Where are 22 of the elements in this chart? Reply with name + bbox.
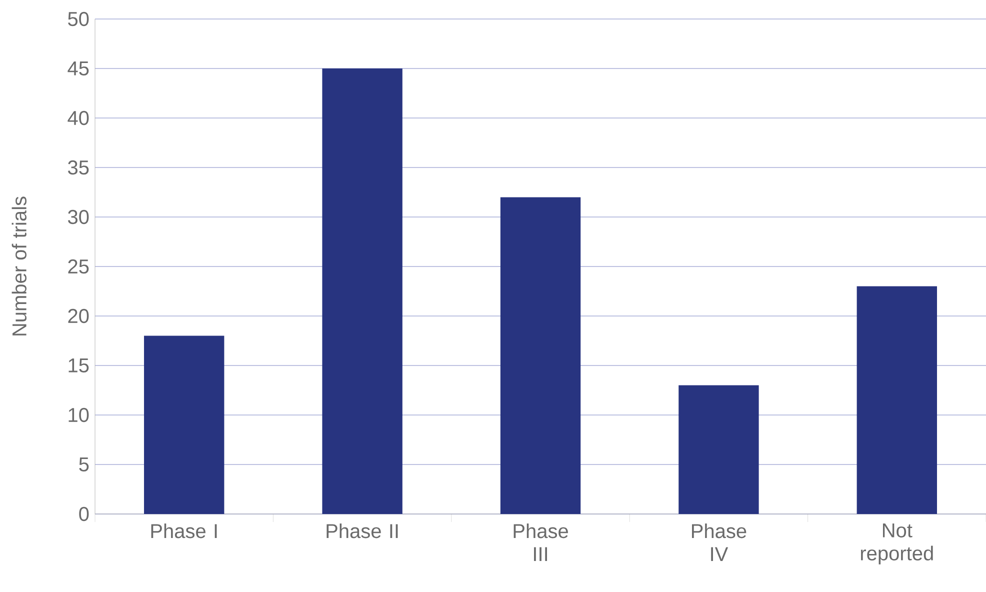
y-axis-title: Number of trials	[12, 196, 26, 336]
bar	[322, 68, 402, 514]
y-tick-label: 30	[68, 210, 89, 224]
x-tick-label: Phase II	[326, 523, 398, 538]
y-tick-label: 5	[79, 458, 89, 472]
x-tick-label: Phase III	[514, 523, 568, 561]
y-tick-label: 10	[68, 408, 89, 422]
bar	[500, 197, 581, 514]
y-tick-label: 25	[68, 259, 89, 274]
x-tick-label: Not reported	[860, 524, 933, 564]
y-tick-label: 40	[68, 110, 89, 126]
x-tick-label: Phase IV	[692, 523, 746, 561]
bar	[144, 336, 224, 514]
y-tick-label: 15	[68, 358, 89, 372]
y-tick-label: 35	[68, 160, 89, 175]
y-tick-label: 45	[68, 62, 89, 76]
bar	[856, 286, 938, 514]
y-tick-label: 20	[68, 308, 89, 324]
y-tick-label: 50	[68, 12, 89, 26]
y-tick-label: 0	[79, 506, 89, 522]
bar	[678, 385, 759, 514]
x-tick-label: Phase I	[151, 523, 217, 538]
